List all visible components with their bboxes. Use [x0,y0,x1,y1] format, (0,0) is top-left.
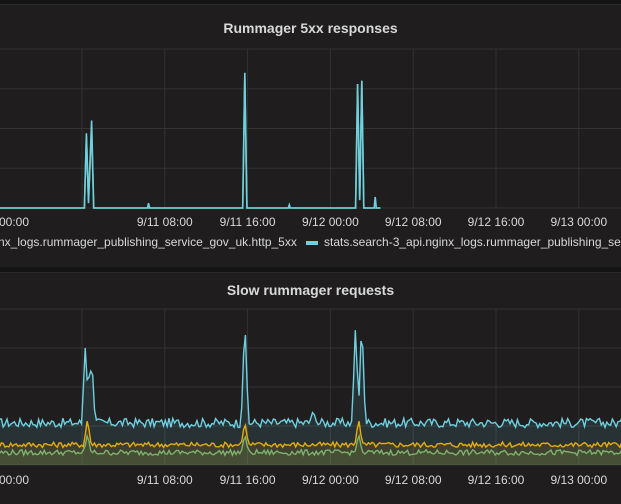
x-tick-label: 9/12 16:00 [468,215,525,229]
x-tick-label: 9/11 08:00 [137,473,193,487]
x-tick-label: 9/13 00:00 [550,215,607,229]
x-tick-label: 00:00 [0,215,29,229]
legend-swatch [306,240,318,245]
x-tick-label: 9/11 16:00 [220,473,276,487]
chart-rummager-5xx: 00:00 9/11 08:00 9/11 16:00 9/12 00:00 9/12 … [0,48,621,229]
x-tick-label: 9/12 08:00 [385,215,442,229]
panel-slow-rummager-requests: Slow rummager requests 00:00 9/11 08:00 9/… [0,272,621,504]
legend-item-label: nx_logs.rummager_publishing_service_gov_… [0,235,297,249]
x-tick-label: 9/12 00:00 [302,473,359,487]
legend-item-http-5xx[interactable]: nx_logs.rummager_publishing_service_gov_… [0,235,297,249]
x-tick-label: 9/13 00:00 [550,473,607,487]
panel-title[interactable]: Rummager 5xx responses [223,20,398,36]
x-tick-label: 9/12 00:00 [302,215,359,229]
series-line-0 [0,77,381,209]
series-line-0 [0,330,621,430]
series-area-2 [0,435,621,465]
legend-item-label: stats.search-3_api.nginx_logs.rummager_p… [324,235,621,249]
x-tick-label: 9/12 16:00 [468,473,525,487]
panel-title[interactable]: Slow rummager requests [226,282,395,298]
x-tick-label: 9/12 08:00 [385,473,442,487]
series-line-1 [0,421,621,449]
series-area-0 [0,330,621,465]
x-tick-label: 00:00 [0,473,29,487]
x-tick-label: 9/11 16:00 [220,215,276,229]
series-line-2 [0,433,621,457]
series-line-1 [0,72,381,209]
legend-item-search-3-api[interactable]: stats.search-3_api.nginx_logs.rummager_p… [306,235,621,249]
chart-slow-rummager-requests: 00:00 9/11 08:00 9/11 16:00 9/12 00:00 9/12 … [0,308,621,487]
panel-rummager-5xx: Rummager 5xx responses 00:00 9/11 08:00 9/… [0,4,621,267]
chart-legend: nx_logs.rummager_publishing_service_gov_… [0,235,621,253]
x-tick-label: 9/11 08:00 [137,215,193,229]
